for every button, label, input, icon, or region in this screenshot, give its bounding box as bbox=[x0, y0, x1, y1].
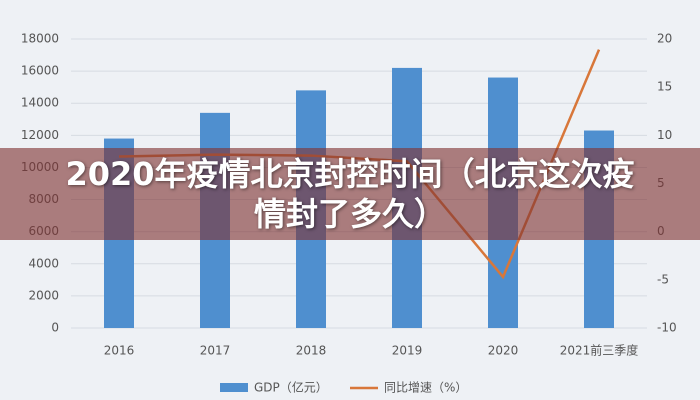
y-tick-label: 18000 bbox=[21, 32, 59, 46]
y-tick-label: 2000 bbox=[28, 288, 59, 302]
y-tick-label: 16000 bbox=[21, 64, 59, 78]
y-tick-label: 12000 bbox=[21, 128, 59, 142]
x-tick-label: 2017 bbox=[200, 344, 231, 358]
y2-tick-label: -5 bbox=[657, 272, 669, 286]
y2-tick-label: 15 bbox=[657, 80, 672, 94]
y2-tick-label: 20 bbox=[657, 32, 672, 46]
x-tick-label: 2021前三季度 bbox=[560, 343, 639, 358]
overlay-title: 2020年疫情北京封控时间（北京这次疫情封了多久） bbox=[65, 155, 635, 233]
legend-label: 同比增速（%） bbox=[384, 381, 467, 395]
y2-tick-label: 10 bbox=[657, 128, 672, 142]
y-tick-label: 14000 bbox=[21, 96, 59, 110]
x-tick-label: 2016 bbox=[104, 344, 135, 358]
y2-tick-label: -10 bbox=[657, 321, 677, 335]
y-tick-label: 0 bbox=[51, 321, 59, 335]
legend-swatch bbox=[220, 383, 248, 392]
x-tick-label: 2020 bbox=[488, 344, 519, 358]
x-tick-label: 2019 bbox=[392, 344, 423, 358]
legend-label: GDP（亿元） bbox=[254, 380, 328, 395]
overlay-banner: 2020年疫情北京封控时间（北京这次疫情封了多久） bbox=[0, 148, 700, 240]
y-tick-label: 4000 bbox=[28, 256, 59, 270]
x-tick-label: 2018 bbox=[296, 344, 327, 358]
